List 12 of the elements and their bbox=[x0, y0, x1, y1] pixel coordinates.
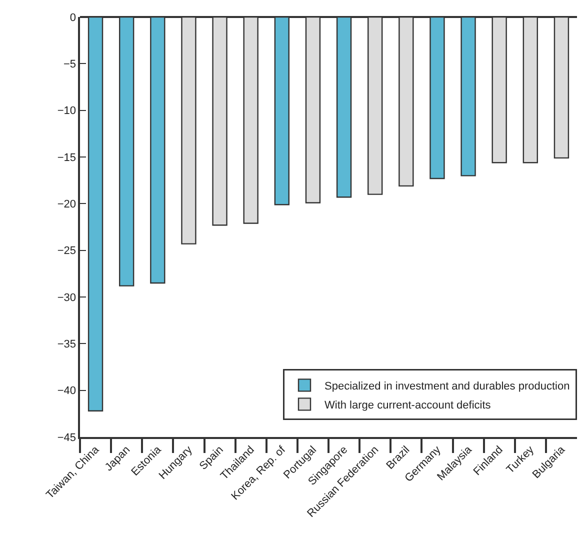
y-tick-label: −5 bbox=[64, 58, 76, 71]
y-tick-label: −10 bbox=[57, 105, 76, 118]
y-tick-label: −25 bbox=[57, 245, 76, 258]
y-tick-label: 0 bbox=[70, 12, 76, 24]
y-tick-label: −30 bbox=[57, 292, 76, 304]
y-tick-label: −35 bbox=[57, 338, 76, 351]
y-tick-label: −45 bbox=[57, 432, 76, 444]
y-tick-label: −20 bbox=[57, 198, 76, 211]
legend-label: With large current-account deficits bbox=[324, 399, 492, 412]
y-tick-label: −15 bbox=[57, 152, 76, 164]
legend-label: Specialized in investment and durables production bbox=[324, 380, 570, 392]
y-tick-label: −40 bbox=[57, 385, 76, 398]
